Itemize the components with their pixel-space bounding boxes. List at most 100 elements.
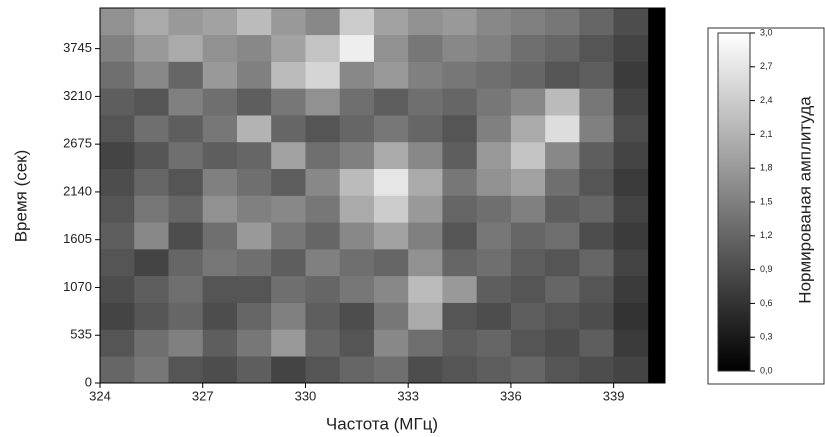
colorbar-tick-label: 2,7	[760, 61, 773, 71]
heat-cell	[271, 34, 306, 62]
heat-cell	[202, 88, 238, 116]
heat-cell	[545, 329, 580, 357]
plot-frame	[99, 7, 666, 384]
heat-cell	[236, 356, 272, 384]
heat-cell	[510, 34, 546, 62]
x-tick-label: 336	[500, 388, 522, 403]
heat-cell	[442, 249, 477, 277]
heat-cell	[579, 222, 614, 250]
heat-cell	[202, 61, 238, 89]
heat-cell	[613, 61, 649, 89]
heat-cell	[339, 222, 375, 250]
heat-cell	[442, 115, 477, 143]
heat-cell	[579, 275, 614, 303]
colorbar-tick-label: 2,4	[760, 95, 773, 105]
heat-cell	[408, 302, 443, 330]
heat-cell	[236, 302, 272, 330]
colorbar-tick-label: 0,3	[760, 332, 773, 342]
heat-cell	[476, 195, 512, 223]
heat-cell	[236, 34, 272, 62]
heat-cell	[202, 356, 238, 384]
heat-cell	[373, 222, 409, 250]
heat-cell	[545, 302, 580, 330]
heat-cell	[476, 115, 512, 143]
heat-cell	[134, 195, 169, 223]
heat-cell	[545, 249, 580, 277]
heat-cell	[100, 302, 135, 330]
heat-cell	[510, 141, 546, 170]
heat-cell	[100, 115, 135, 143]
heat-cell	[408, 88, 443, 116]
heat-cell	[613, 356, 649, 384]
heat-cell	[408, 115, 443, 143]
heat-cell	[236, 329, 272, 357]
heat-cell	[476, 329, 512, 357]
heat-cell	[613, 329, 649, 357]
heat-cell	[168, 222, 204, 250]
heat-cell	[271, 222, 306, 250]
heat-cell	[613, 222, 649, 250]
heat-cell	[442, 141, 477, 170]
heat-cell	[373, 275, 409, 303]
heat-cell	[408, 34, 443, 62]
heat-cell	[134, 302, 169, 330]
heat-cell	[613, 8, 649, 36]
heat-cell	[613, 249, 649, 277]
heat-cell	[373, 195, 409, 223]
heat-cell	[271, 88, 306, 116]
heat-cell	[305, 168, 340, 196]
heat-cell	[510, 195, 546, 223]
heat-cell	[168, 141, 204, 170]
heat-cell	[271, 168, 306, 196]
heat-cell	[168, 249, 204, 277]
heat-cell	[305, 61, 340, 89]
heat-cell	[236, 275, 272, 303]
heat-cell	[271, 141, 306, 170]
heat-cell	[442, 329, 477, 357]
heat-cell	[476, 88, 512, 116]
heat-cell	[134, 141, 169, 170]
heat-cell	[305, 275, 340, 303]
heat-cell	[236, 222, 272, 250]
colorbar-tick-label: 0,9	[760, 264, 773, 274]
x-tick-label: 324	[89, 388, 111, 403]
heat-cell	[168, 356, 204, 384]
heat-cell	[100, 222, 135, 250]
heat-cell	[202, 329, 238, 357]
heat-cell	[373, 329, 409, 357]
heat-cell	[100, 356, 135, 384]
heat-cell	[339, 168, 375, 196]
heat-cell	[134, 8, 169, 36]
heat-cell	[408, 8, 443, 36]
heat-cell	[613, 88, 649, 116]
heat-cell	[510, 302, 546, 330]
heat-cell	[236, 61, 272, 89]
heat-cell	[134, 61, 169, 89]
heat-cell	[100, 61, 135, 89]
heat-cell	[408, 195, 443, 223]
heat-cell	[408, 61, 443, 89]
heat-cell	[271, 8, 306, 36]
heat-cell	[442, 356, 477, 384]
heat-cell	[100, 195, 135, 223]
colorbar	[717, 32, 751, 372]
heat-cell	[442, 8, 477, 36]
heat-cell	[545, 356, 580, 384]
heat-cell	[510, 61, 546, 89]
heat-cell	[476, 168, 512, 196]
heat-cell	[442, 34, 477, 62]
y-tick-label: 1605	[63, 231, 92, 246]
heat-cell	[202, 195, 238, 223]
heat-cell	[579, 141, 614, 170]
heat-cell	[202, 34, 238, 62]
heat-cell	[613, 141, 649, 170]
heat-cell	[510, 115, 546, 143]
colorbar-tick-label: 0,6	[760, 298, 773, 308]
y-tick-label: 0	[85, 374, 92, 389]
colorbar-tick-label: 1,8	[760, 163, 773, 173]
heat-cell	[305, 8, 340, 36]
y-tick-label: 535	[70, 327, 92, 342]
heat-cell	[442, 195, 477, 223]
y-tick-label: 3210	[63, 88, 92, 103]
